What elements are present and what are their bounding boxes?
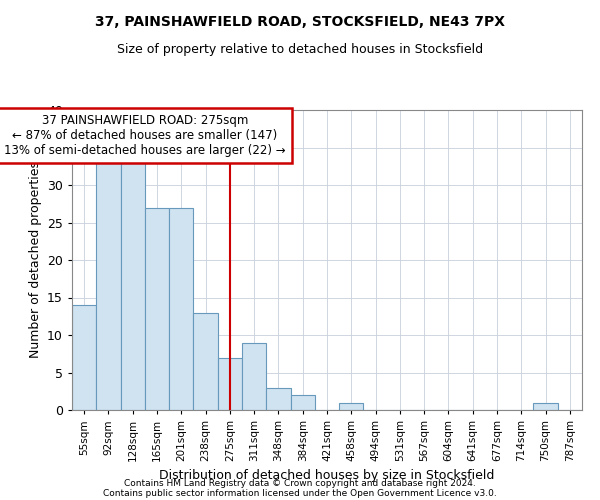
Bar	[169, 208, 193, 410]
Text: Size of property relative to detached houses in Stocksfield: Size of property relative to detached ho…	[117, 42, 483, 56]
Text: Contains HM Land Registry data © Crown copyright and database right 2024.: Contains HM Land Registry data © Crown c…	[124, 478, 476, 488]
Y-axis label: Number of detached properties: Number of detached properties	[29, 162, 41, 358]
Bar	[96, 162, 121, 410]
Bar	[121, 162, 145, 410]
Text: Contains public sector information licensed under the Open Government Licence v3: Contains public sector information licen…	[103, 488, 497, 498]
Bar	[533, 402, 558, 410]
X-axis label: Distribution of detached houses by size in Stocksfield: Distribution of detached houses by size …	[160, 470, 494, 482]
Bar	[242, 342, 266, 410]
Text: 37 PAINSHAWFIELD ROAD: 275sqm
← 87% of detached houses are smaller (147)
13% of : 37 PAINSHAWFIELD ROAD: 275sqm ← 87% of d…	[4, 114, 286, 157]
Text: 37, PAINSHAWFIELD ROAD, STOCKSFIELD, NE43 7PX: 37, PAINSHAWFIELD ROAD, STOCKSFIELD, NE4…	[95, 15, 505, 29]
Bar	[145, 208, 169, 410]
Bar	[218, 358, 242, 410]
Bar	[339, 402, 364, 410]
Bar	[290, 395, 315, 410]
Bar	[193, 312, 218, 410]
Bar	[72, 305, 96, 410]
Bar	[266, 388, 290, 410]
